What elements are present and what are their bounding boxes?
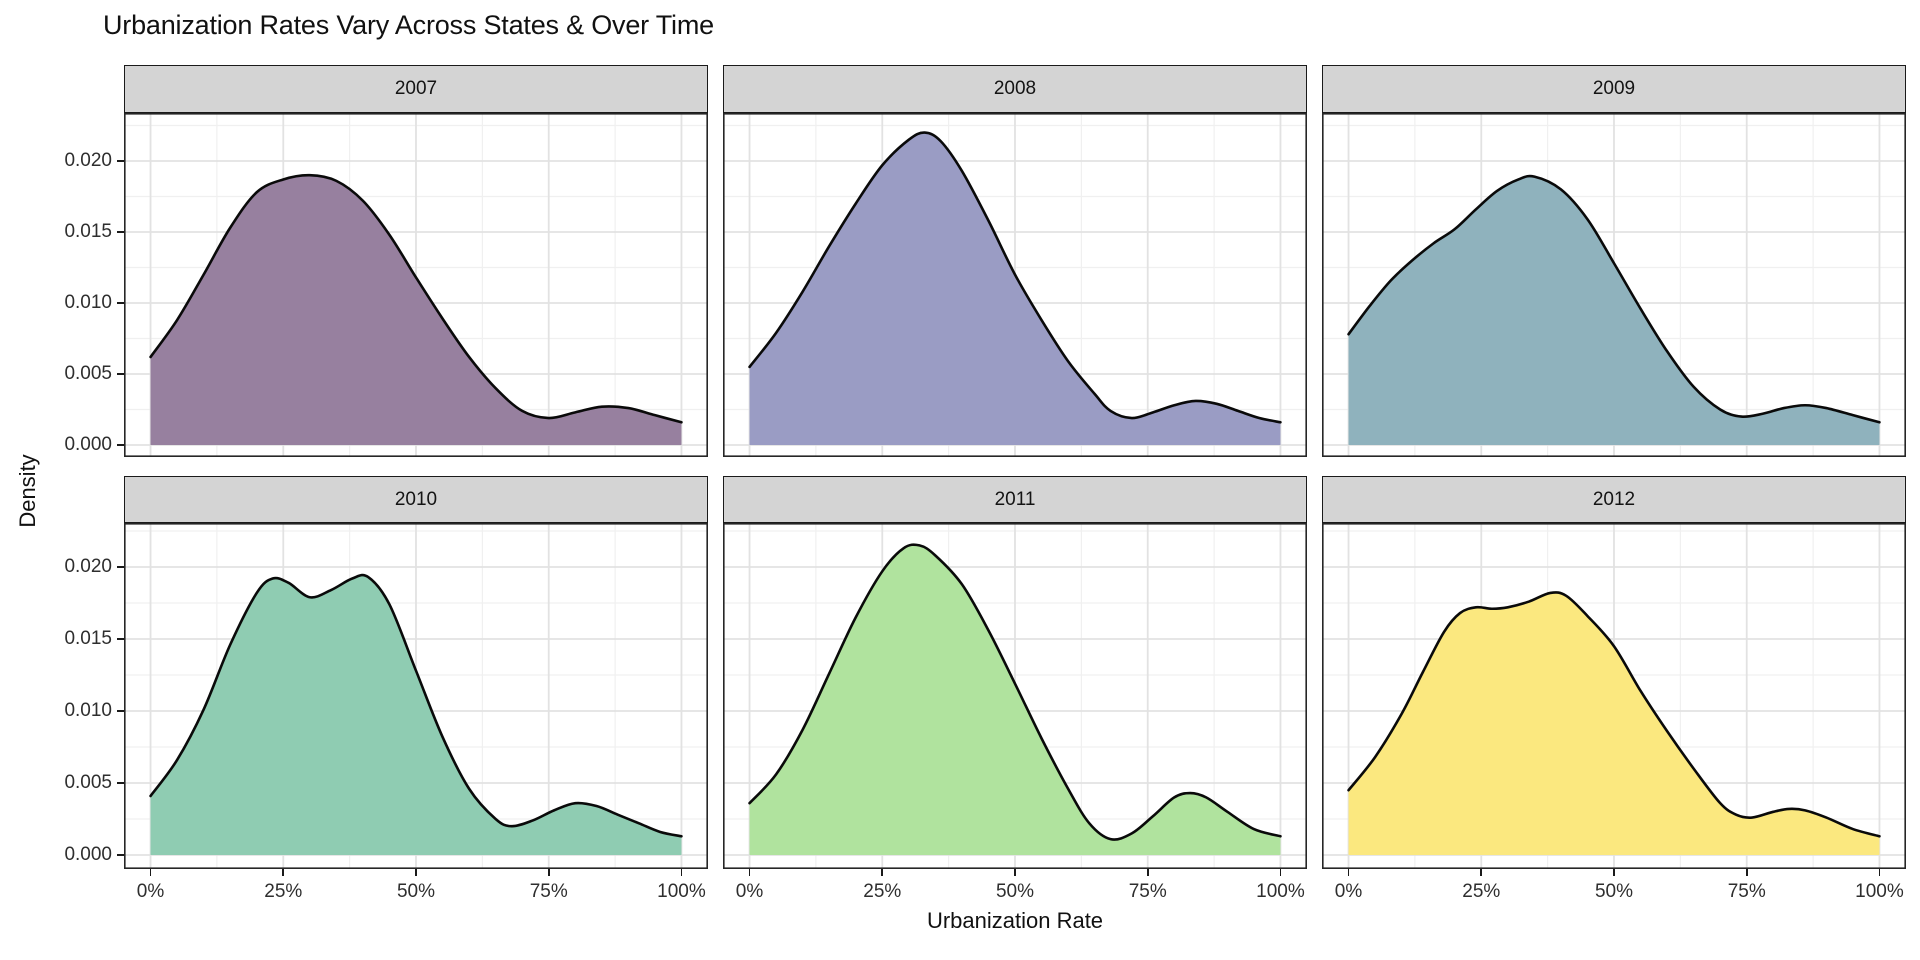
- density-plot-2011: [723, 523, 1307, 869]
- y-tick-mark: [117, 373, 124, 375]
- facet-strip-2010: 2010: [124, 476, 708, 523]
- x-tick-label: 75%: [1727, 881, 1766, 902]
- x-tick-mark: [282, 869, 285, 876]
- x-axis-title: Urbanization Rate: [926, 908, 1104, 933]
- x-tick-mark: [1146, 869, 1149, 876]
- x-tick-label: 75%: [529, 881, 568, 902]
- x-tick-mark: [415, 869, 417, 876]
- y-tick-label: 0.020: [64, 150, 112, 171]
- x-tick-label: 0%: [136, 881, 165, 902]
- x-tick-mark: [881, 869, 884, 876]
- x-tick-mark: [1613, 869, 1615, 876]
- y-tick-label: 0.005: [64, 772, 112, 793]
- y-tick-mark: [117, 566, 124, 568]
- y-tick-mark: [117, 854, 124, 856]
- y-tick-label: 0.010: [64, 700, 112, 721]
- y-tick-label: 0.005: [64, 363, 112, 384]
- facet-panel-2012: [1322, 523, 1906, 869]
- y-tick-label: 0.010: [64, 292, 112, 313]
- y-tick-label: 0.000: [64, 844, 112, 865]
- x-tick-mark: [748, 869, 751, 876]
- x-tick-label: 25%: [863, 881, 902, 902]
- x-tick-label: 50%: [995, 881, 1034, 902]
- chart-title: Urbanization Rates Vary Across States & …: [103, 10, 714, 40]
- density-plot-2008: [723, 113, 1307, 457]
- x-tick-mark: [1480, 869, 1483, 876]
- y-tick-label: 0.015: [64, 221, 112, 242]
- y-tick-mark: [117, 302, 124, 304]
- x-tick-label: 25%: [1462, 881, 1501, 902]
- facet-panel-2010: [124, 523, 708, 869]
- facet-panel-2007: [124, 113, 708, 457]
- facet-strip-2009: 2009: [1322, 65, 1906, 113]
- y-axis-title: Density: [15, 454, 40, 528]
- y-tick-label: 0.020: [64, 556, 112, 577]
- y-tick-label: 0.015: [64, 628, 112, 649]
- density-plot-2012: [1322, 523, 1906, 869]
- x-tick-label: 100%: [657, 881, 706, 902]
- y-tick-label: 0.000: [64, 434, 112, 455]
- x-tick-label: 100%: [1256, 881, 1305, 902]
- x-tick-label: 0%: [735, 881, 764, 902]
- facet-strip-2008: 2008: [723, 65, 1307, 113]
- x-tick-label: 50%: [1594, 881, 1633, 902]
- facet-strip-2007: 2007: [124, 65, 708, 113]
- x-tick-mark: [149, 869, 152, 876]
- facet-panel-2009: [1322, 113, 1906, 457]
- y-tick-mark: [117, 231, 124, 233]
- x-tick-mark: [680, 869, 683, 876]
- density-plot-2010: [124, 523, 708, 869]
- x-tick-mark: [1878, 869, 1881, 876]
- density-plot-2009: [1322, 113, 1906, 457]
- facet-strip-2012: 2012: [1322, 476, 1906, 523]
- x-tick-label: 50%: [396, 881, 435, 902]
- x-tick-mark: [1745, 869, 1748, 876]
- x-tick-mark: [1279, 869, 1282, 876]
- x-tick-label: 100%: [1855, 881, 1904, 902]
- facet-panel-2011: [723, 523, 1307, 869]
- x-tick-label: 25%: [264, 881, 303, 902]
- x-tick-mark: [547, 869, 550, 876]
- y-tick-mark: [117, 710, 124, 712]
- y-tick-mark: [117, 444, 124, 446]
- y-tick-mark: [117, 782, 124, 784]
- facet-panel-2008: [723, 113, 1307, 457]
- x-tick-label: 0%: [1334, 881, 1363, 902]
- x-tick-mark: [1347, 869, 1350, 876]
- y-tick-mark: [117, 638, 124, 640]
- density-plot-2007: [124, 113, 708, 457]
- y-tick-mark: [117, 160, 124, 162]
- x-tick-mark: [1014, 869, 1016, 876]
- x-tick-label: 75%: [1128, 881, 1167, 902]
- facet-strip-2011: 2011: [723, 476, 1307, 523]
